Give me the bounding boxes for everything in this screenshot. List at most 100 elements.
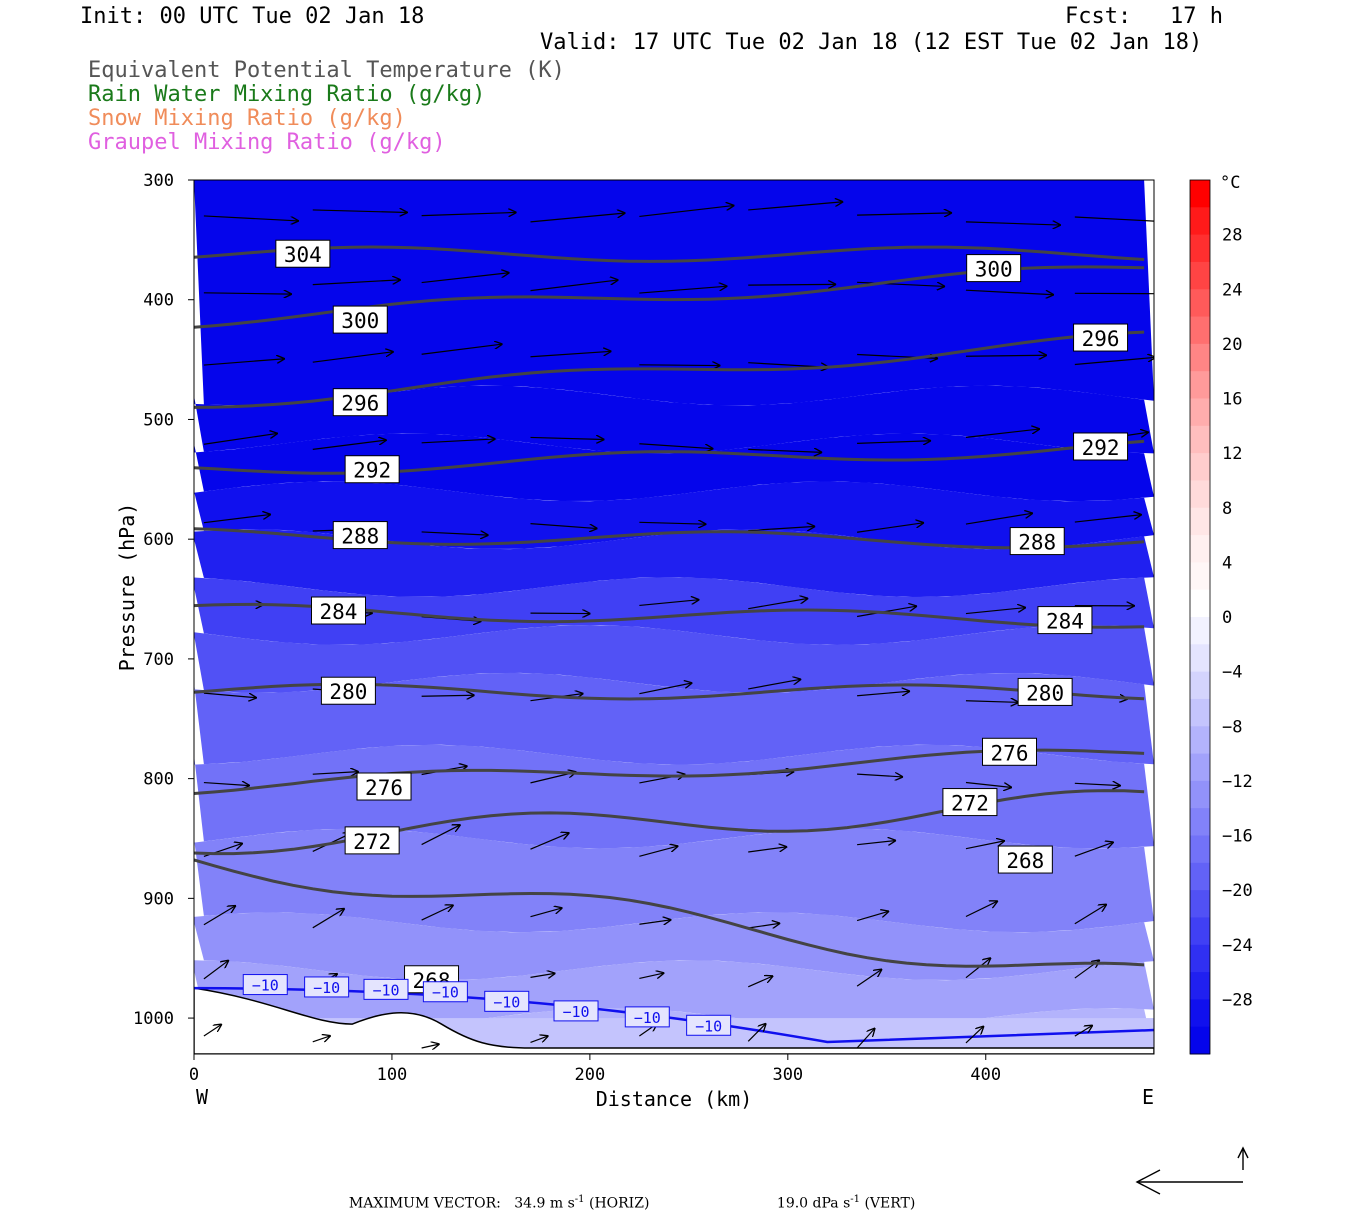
contour-label: 276: [365, 776, 403, 800]
colorbar-tick-label: 28: [1222, 226, 1242, 246]
colorbar-segment: [1190, 699, 1210, 727]
y-tick-label: 400: [143, 291, 174, 311]
colorbar-segment: [1190, 781, 1210, 809]
colorbar-segment: [1190, 1027, 1210, 1055]
x-end-label-east: E: [1142, 1085, 1154, 1109]
colorbar-segment: [1190, 644, 1210, 672]
colorbar-segment: [1190, 180, 1210, 208]
x-tick-label: 400: [970, 1065, 1001, 1085]
colorbar-segment: [1190, 535, 1210, 563]
isotherm-label: −10: [634, 1009, 661, 1027]
contour-label: 268: [1006, 849, 1044, 873]
horiz-suffix: (HORIZ): [585, 1196, 650, 1212]
colorbar-tick-label: −16: [1222, 827, 1253, 847]
colorbar-segment: [1190, 262, 1210, 290]
y-tick-label: 500: [143, 410, 174, 430]
colorbar-tick-label: −20: [1222, 881, 1253, 901]
contour-label: 280: [329, 680, 367, 704]
colorbar-segment: [1190, 399, 1210, 427]
colorbar-tick-label: −12: [1222, 772, 1253, 792]
colorbar-segment: [1190, 945, 1210, 973]
y-tick-label: 600: [143, 530, 174, 550]
colorbar-segment: [1190, 480, 1210, 508]
contour-label: 276: [991, 741, 1029, 765]
contour-label: 296: [1082, 327, 1120, 351]
isotherm-label: −10: [493, 993, 520, 1011]
colorbar-tick-label: 20: [1222, 335, 1242, 355]
colorbar-segment: [1190, 890, 1210, 918]
vert-value: 19.0 dPa s: [777, 1196, 850, 1212]
colorbar-segment: [1190, 754, 1210, 782]
colorbar-segment: [1190, 590, 1210, 618]
colorbar-tick-label: 16: [1222, 390, 1242, 410]
wind-vector: [639, 365, 720, 366]
x-axis-label: Distance (km): [596, 1087, 753, 1111]
horiz-value: 34.9 m s: [514, 1196, 575, 1212]
contour-label: 284: [320, 600, 358, 624]
y-axis-label: Pressure (hPa): [115, 503, 139, 672]
isotherm-label: −10: [313, 979, 340, 997]
y-tick-label: 900: [143, 889, 174, 909]
colorbar-tick-label: −28: [1222, 990, 1253, 1010]
contour-label: 292: [1082, 436, 1120, 460]
isotherm-label: −10: [432, 984, 459, 1002]
colorbar-tick-label: 4: [1222, 553, 1232, 573]
vert-vector-footer: 19.0 dPa s-1 (VERT): [768, 1178, 915, 1212]
scale-vector-icon: [1137, 1148, 1248, 1194]
max-vector-label: MAXIMUM VECTOR:: [349, 1196, 501, 1212]
x-tick-label: 300: [772, 1065, 803, 1085]
contour-label: 304: [284, 243, 322, 267]
contour-label: 280: [1026, 681, 1064, 705]
colorbar-tick-label: 8: [1222, 499, 1232, 519]
colorbar-segment: [1190, 344, 1210, 372]
y-tick-label: 800: [143, 770, 174, 790]
x-end-label-west: W: [196, 1085, 209, 1109]
colorbar-segment: [1190, 672, 1210, 700]
contour-label: 288: [1018, 531, 1056, 555]
colorbar-tick-label: −4: [1222, 663, 1242, 683]
colorbar-unit: °C: [1220, 173, 1240, 193]
isotherm-label: −10: [695, 1017, 722, 1035]
colorbar-segment: [1190, 371, 1210, 399]
colorbar-segment: [1190, 999, 1210, 1027]
y-tick-label: 300: [143, 171, 174, 191]
isotherm-label: −10: [252, 977, 279, 995]
x-tick-label: 200: [575, 1065, 606, 1085]
isotherm-label: −10: [562, 1003, 589, 1021]
colorbar-segment: [1190, 426, 1210, 454]
y-tick-label: 1000: [133, 1009, 174, 1029]
colorbar-segment: [1190, 317, 1210, 345]
colorbar-tick-label: 12: [1222, 444, 1242, 464]
colorbar-segment: [1190, 508, 1210, 536]
colorbar-segment: [1190, 726, 1210, 754]
colorbar-segment: [1190, 289, 1210, 317]
max-vector-footer: MAXIMUM VECTOR: 34.9 m s-1 (HORIZ): [340, 1178, 649, 1212]
colorbar-segment: [1190, 808, 1210, 836]
contour-label: 272: [951, 792, 989, 816]
vert-suffix: (VERT): [860, 1196, 915, 1212]
contour-label: 300: [975, 258, 1013, 282]
isotherm-label: −10: [372, 981, 399, 999]
colorbar-tick-label: −8: [1222, 717, 1242, 737]
contour-label: 284: [1046, 610, 1084, 634]
colorbar-segment: [1190, 207, 1210, 235]
colorbar-segment: [1190, 917, 1210, 945]
contour-label: 292: [353, 459, 391, 483]
colorbar-tick-label: −24: [1222, 936, 1253, 956]
colorbar-segment: [1190, 562, 1210, 590]
contour-label: 296: [341, 392, 379, 416]
contour-label: 300: [341, 309, 379, 333]
x-tick-label: 0: [189, 1065, 199, 1085]
colorbar-segment: [1190, 972, 1210, 1000]
colorbar-tick-label: 0: [1222, 608, 1232, 628]
x-tick-label: 100: [377, 1065, 408, 1085]
wind-vector: [748, 284, 836, 285]
colorbar-segment: [1190, 453, 1210, 481]
colorbar-tick-label: 24: [1222, 280, 1242, 300]
y-tick-label: 700: [143, 650, 174, 670]
colorbar-segment: [1190, 235, 1210, 263]
contour-label: 272: [353, 830, 391, 854]
contour-label: 288: [341, 525, 379, 549]
colorbar-segment: [1190, 863, 1210, 891]
